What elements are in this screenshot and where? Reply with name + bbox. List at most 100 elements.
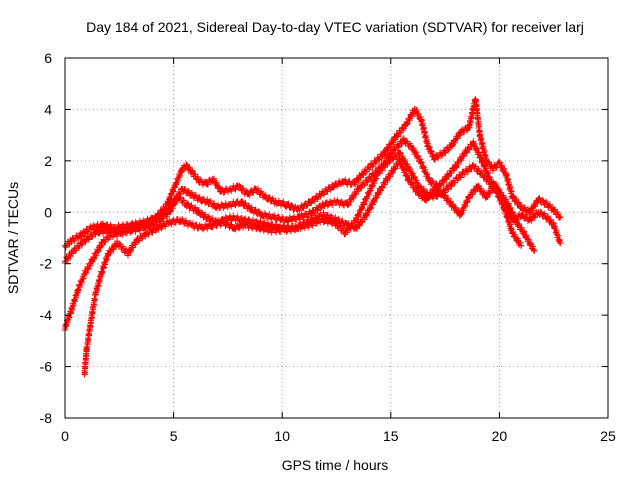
data-point — [374, 170, 381, 177]
data-point — [550, 222, 557, 229]
data-point — [105, 250, 112, 257]
data-point — [465, 124, 472, 131]
data-point — [496, 160, 503, 167]
data-point — [476, 132, 483, 139]
data-point — [333, 199, 340, 205]
data-point — [259, 211, 266, 218]
data-point — [518, 204, 525, 211]
data-point — [129, 227, 136, 234]
data-point — [144, 229, 151, 236]
data-point — [179, 186, 186, 193]
data-point — [333, 217, 340, 223]
data-point — [318, 191, 325, 198]
data-point — [526, 209, 533, 216]
data-point — [340, 178, 347, 185]
data-point — [461, 150, 468, 157]
series-track-3 — [62, 149, 525, 333]
data-point — [183, 163, 190, 169]
data-point — [411, 106, 418, 113]
y-tick-label: -8 — [40, 410, 53, 426]
data-point — [518, 211, 525, 218]
data-point — [489, 165, 496, 172]
data-point — [387, 170, 394, 177]
data-point — [307, 199, 314, 205]
data-point — [361, 214, 368, 221]
data-point — [270, 214, 277, 221]
data-point — [268, 227, 275, 234]
data-point — [68, 237, 75, 244]
data-point — [407, 168, 414, 175]
data-point — [174, 193, 181, 200]
data-point — [244, 191, 251, 198]
series-track-4 — [81, 156, 564, 378]
data-point — [459, 170, 466, 177]
data-point — [192, 206, 199, 213]
data-series — [62, 96, 564, 378]
data-point — [166, 209, 173, 216]
data-point — [439, 191, 446, 198]
data-point — [426, 178, 433, 185]
data-point — [98, 222, 105, 229]
data-point — [118, 229, 125, 236]
y-tick-label: -2 — [40, 256, 53, 272]
data-point — [344, 222, 351, 229]
y-axis-label: SDTVAR / TECUs — [5, 182, 21, 294]
y-tick-label: 4 — [44, 101, 52, 117]
data-point — [227, 186, 234, 193]
data-point — [190, 170, 197, 177]
y-tick-label: -4 — [40, 307, 53, 323]
data-point — [359, 170, 366, 177]
data-point — [81, 237, 88, 244]
data-point — [389, 147, 396, 154]
data-point — [81, 371, 88, 378]
data-point — [550, 206, 557, 213]
data-point — [81, 271, 88, 277]
data-point — [557, 240, 564, 247]
y-tick-label: 6 — [44, 50, 52, 66]
data-point — [418, 116, 425, 123]
data-point — [294, 224, 301, 231]
data-point — [235, 183, 242, 190]
data-point — [422, 196, 429, 203]
data-point — [509, 217, 516, 223]
data-point — [457, 129, 464, 136]
data-point — [413, 188, 420, 195]
axis-ticks: 0 5 10 15 20 25 -8 -6 -4 -2 0 2 4 6 — [40, 50, 616, 444]
data-point — [492, 181, 499, 187]
data-point — [535, 196, 542, 203]
data-point — [483, 193, 490, 200]
data-point — [405, 175, 412, 182]
data-point — [448, 142, 455, 149]
data-point — [509, 193, 516, 200]
grid-lines — [65, 58, 608, 418]
data-point — [544, 201, 551, 208]
data-point — [77, 232, 84, 239]
data-point — [381, 150, 388, 157]
data-point — [68, 307, 75, 313]
data-point — [187, 222, 194, 229]
data-point — [396, 157, 403, 164]
data-point — [320, 201, 327, 208]
data-point — [172, 181, 179, 187]
data-point — [379, 183, 386, 190]
data-point — [363, 193, 370, 200]
data-point — [350, 181, 357, 187]
data-point — [203, 214, 210, 221]
y-tick-label: 0 — [44, 204, 52, 220]
data-point — [481, 173, 488, 180]
data-point — [452, 163, 459, 169]
data-point — [255, 224, 262, 231]
data-point — [353, 224, 360, 231]
data-point — [403, 121, 410, 128]
data-point — [479, 157, 486, 164]
data-point — [470, 163, 477, 169]
data-point — [88, 317, 95, 324]
data-point — [431, 155, 438, 162]
data-point — [472, 96, 479, 103]
data-point — [509, 229, 516, 236]
data-point — [166, 219, 173, 226]
data-point — [531, 247, 538, 254]
data-point — [500, 199, 507, 205]
data-point — [220, 219, 227, 226]
